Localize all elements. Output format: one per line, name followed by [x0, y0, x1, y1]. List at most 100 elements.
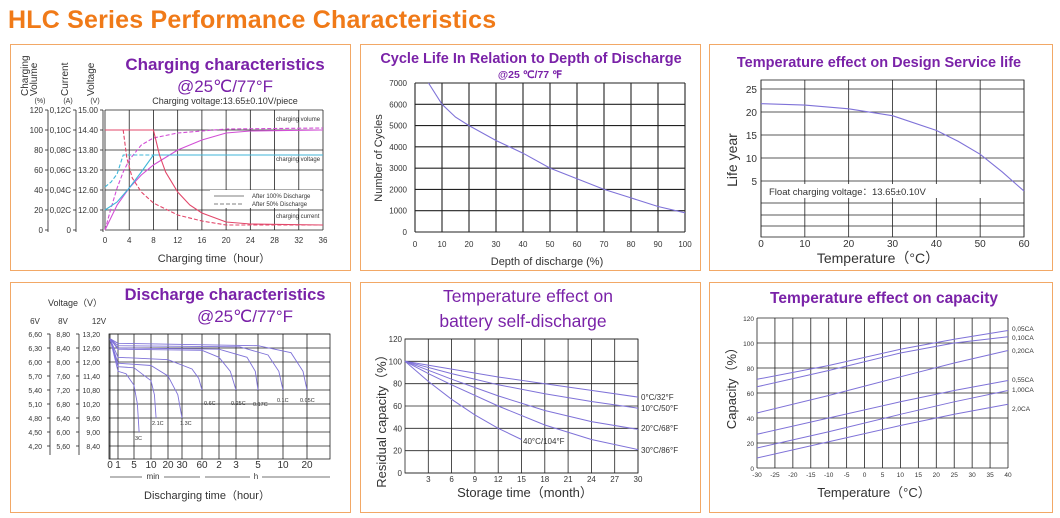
- series-charging-volume-100: [104, 129, 324, 231]
- curve-label: 3C: [135, 436, 142, 442]
- x-tick-label: 0: [863, 472, 867, 479]
- y-tick-label: 8,40: [56, 346, 70, 353]
- y-tick-label: 12.00: [78, 206, 99, 215]
- x-tick-label: 100: [678, 240, 692, 249]
- y-tick-label: 10: [746, 154, 758, 165]
- y-tick-label: 40: [747, 416, 755, 423]
- y-axis-unit: (%): [35, 98, 46, 105]
- y-tick-label: 60: [34, 166, 43, 175]
- capacity-curve: [756, 380, 1009, 435]
- panel-service-life: [709, 44, 1053, 271]
- x-tick-label: 15: [517, 475, 526, 484]
- x-tick-label: 20: [465, 240, 474, 249]
- page-title: HLC Series Performance Characteristics: [8, 6, 497, 34]
- x-tick-label: 0: [107, 460, 113, 471]
- x-tick-label: 28: [270, 236, 279, 245]
- y-tick-label: 6000: [389, 100, 407, 109]
- y-tick-label: 80: [393, 380, 402, 389]
- x-axis-label: Temperature（°C）: [817, 250, 939, 266]
- y-tick-label: 13,20: [82, 332, 100, 339]
- y-tick-label: 10,20: [82, 402, 100, 409]
- x-tick-label: 4: [127, 236, 132, 245]
- y-tick-label: 8,80: [56, 332, 70, 339]
- x-tick-label: 10: [438, 240, 447, 249]
- x-tick-label: 12: [494, 475, 503, 484]
- y-tick-label: 5,10: [28, 402, 42, 409]
- y-axis-header: 8V: [58, 317, 68, 326]
- x-tick-label: -25: [770, 472, 780, 479]
- y-tick-label: 14.40: [78, 126, 99, 135]
- discharge-curve-0.25C: [109, 338, 237, 391]
- x-tick-label: 24: [246, 236, 255, 245]
- y-tick-label: 0: [398, 469, 403, 478]
- x-tick-label: 16: [197, 236, 206, 245]
- y-tick-label: 5,60: [56, 444, 70, 451]
- y-tick-label: 11,40: [83, 374, 100, 381]
- curve-label: charging voltage: [276, 157, 321, 163]
- y-axis-title: Charging: [20, 55, 31, 96]
- y-tick-label: 4,80: [28, 416, 42, 423]
- legend-label: After 50% Discharge: [252, 202, 308, 208]
- x-tick-label: -20: [788, 472, 798, 479]
- y-tick-label: 100: [743, 341, 754, 348]
- discharge-curve-0.6C: [109, 338, 203, 391]
- x-tick-label: 2: [216, 460, 222, 471]
- x-tick-label: 6: [449, 475, 454, 484]
- y-tick-label: 15: [746, 131, 758, 142]
- x-tick-label: 70: [600, 240, 609, 249]
- x-tick-label: 10: [897, 472, 905, 479]
- x-axis-label: Discharging time（hour）: [144, 489, 270, 502]
- x-tick-label: 24: [587, 475, 596, 484]
- y-tick-label: 100: [389, 357, 403, 366]
- x-tick-label: 80: [627, 240, 636, 249]
- y-tick-label: 100: [30, 126, 44, 135]
- panel-capacity: [709, 282, 1053, 513]
- y-tick-label: 8,00: [56, 360, 70, 367]
- series-charging-current-50: [105, 129, 323, 226]
- curve-label: 40°C/104°F: [523, 437, 565, 446]
- curve-label: charging current: [276, 214, 320, 220]
- y-tick-label: 6,00: [56, 430, 70, 437]
- x-tick-label: 0: [103, 236, 108, 245]
- self-discharge-curve: [404, 360, 639, 409]
- x-tick-label: -5: [844, 472, 850, 479]
- chart-subtitle: @25 ℃/77 ℉: [498, 69, 563, 81]
- y-tick-label: 10,80: [82, 388, 100, 395]
- y-tick-label: 2000: [389, 185, 407, 194]
- chart-title: Cycle Life In Relation to Depth of Disch…: [380, 51, 681, 67]
- x-tick-label: 10: [799, 239, 811, 250]
- curve-label: 20°C/68°F: [641, 424, 678, 433]
- x-tick-label: 3: [233, 460, 239, 471]
- y-tick-label: 13.20: [78, 166, 99, 175]
- panel-self-discharge: [360, 282, 701, 513]
- x-tick-label: 30: [492, 240, 501, 249]
- y-tick-label: 12,60: [82, 346, 100, 353]
- y-tick-label: 120: [743, 316, 754, 323]
- y-tick-label: 20: [34, 206, 43, 215]
- curve-label: 0,55CA: [1012, 377, 1034, 384]
- y-tick-label: 80: [747, 366, 755, 373]
- x-tick-label: 3: [426, 475, 431, 484]
- x-axis-label: Storage time（month）: [457, 485, 593, 500]
- discharge-curve-1.3C: [109, 338, 183, 419]
- charging-voltage-note: Charging voltage:13.65±0.10V/piece: [152, 96, 298, 106]
- y-axis-header: 6V: [30, 317, 40, 326]
- x-tick-label: 25: [951, 472, 959, 479]
- chart-title: Discharge characteristics: [125, 286, 326, 304]
- x-tick-label: 15: [915, 472, 923, 479]
- y-tick-label: 40: [393, 424, 402, 433]
- curve-label: 30°C/86°F: [641, 446, 678, 455]
- x-tick-label: 27: [610, 475, 619, 484]
- x-tick-label: 20: [843, 239, 855, 250]
- x-tick-label: 21: [564, 475, 573, 484]
- y-tick-label: 4,50: [28, 430, 42, 437]
- y-axis-unit: (V): [90, 98, 99, 105]
- service-life-curve: [760, 103, 1025, 192]
- y-tick-label: 80: [34, 146, 43, 155]
- x-tick-label: 90: [654, 240, 663, 249]
- self-discharge-curve: [404, 360, 639, 430]
- y-tick-label: 0: [750, 466, 754, 473]
- curve-label: 0.25C: [231, 401, 246, 407]
- chart-subtitle: @25℃/77°F: [177, 77, 273, 96]
- y-tick-label: 0: [403, 228, 408, 237]
